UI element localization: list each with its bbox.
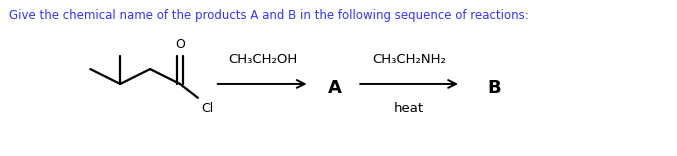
Text: CH₃CH₂NH₂: CH₃CH₂NH₂ [372, 53, 446, 66]
Text: A: A [328, 79, 341, 97]
Text: heat: heat [394, 102, 424, 115]
Text: Give the chemical name of the products A and B in the following sequence of reac: Give the chemical name of the products A… [9, 9, 529, 22]
Text: CH₃CH₂OH: CH₃CH₂OH [228, 53, 297, 66]
Text: Cl: Cl [201, 102, 213, 115]
Text: O: O [175, 38, 185, 51]
Text: B: B [487, 79, 500, 97]
